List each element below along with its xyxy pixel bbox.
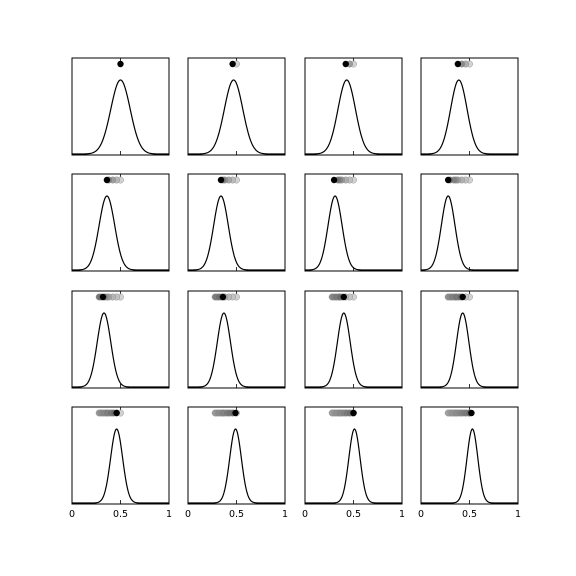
subplot-frame	[71, 290, 170, 389]
density-curve	[72, 79, 169, 155]
x-tick-label-0: 0	[418, 509, 424, 520]
subplot-frame	[187, 290, 286, 389]
subplot-12	[420, 290, 519, 389]
subplot-frame	[304, 290, 403, 389]
density-curve	[305, 79, 402, 155]
density-curve	[305, 312, 402, 388]
subplot-14: 0 0.5 1	[185, 406, 288, 520]
density-curve	[188, 195, 285, 271]
subplot-frame	[304, 173, 403, 272]
subplot-frame	[420, 290, 519, 389]
subplot-frame	[420, 57, 519, 156]
density-curve	[421, 79, 518, 155]
subplot-frame	[71, 57, 170, 156]
current-sample-point	[342, 60, 349, 68]
subplot-5	[71, 173, 170, 272]
x-tick-label-0: 0	[302, 509, 308, 520]
x-tick-label-0: 0	[185, 509, 191, 520]
subplot-3	[304, 57, 403, 156]
x-tick-label-2: 1	[515, 509, 521, 520]
current-sample-point	[229, 60, 236, 68]
subplot-10	[187, 290, 286, 389]
density-curve	[188, 428, 285, 504]
subplot-13: 0 0.5 1	[69, 406, 172, 520]
subplot-2	[187, 57, 286, 156]
density-curve	[72, 312, 169, 388]
current-sample-point	[468, 409, 475, 417]
current-sample-point	[454, 60, 462, 68]
current-sample-point	[444, 176, 452, 184]
current-sample-point	[217, 176, 225, 184]
current-sample-point	[113, 409, 120, 417]
x-tick-label-1: 0.5	[113, 509, 128, 520]
subplot-11	[304, 290, 403, 389]
subplot-frame	[304, 57, 403, 156]
x-tick-label-2: 1	[399, 509, 405, 520]
density-curve	[420, 195, 518, 271]
current-sample-point	[117, 60, 124, 68]
density-curve	[188, 312, 285, 388]
subplot-frame	[304, 406, 403, 505]
subplot-9	[71, 290, 170, 389]
subplot-8	[420, 173, 519, 272]
subplot-frame	[420, 406, 519, 505]
x-tick-label-0: 0	[69, 509, 75, 520]
subplot-frame	[420, 173, 519, 272]
current-sample-point	[232, 409, 239, 417]
subplot-frame	[187, 406, 286, 505]
subplot-4	[420, 57, 519, 156]
current-sample-point	[459, 293, 466, 301]
subplot-15: 0 0.5 1	[302, 406, 405, 520]
density-curve	[72, 428, 169, 504]
x-tick-label-2: 1	[166, 509, 172, 520]
density-curve	[421, 428, 518, 504]
x-tick-label-1: 0.5	[229, 509, 244, 520]
current-sample-point	[330, 176, 338, 184]
subplot-7	[304, 173, 403, 272]
subplot-frame	[187, 57, 286, 156]
current-sample-point	[103, 176, 111, 184]
subplot-1	[71, 57, 170, 156]
current-sample-point	[219, 293, 227, 301]
subplot-6	[187, 173, 286, 272]
density-curve	[72, 195, 169, 271]
current-sample-point	[99, 293, 107, 301]
subplot-frame	[71, 173, 170, 272]
current-sample-point	[350, 409, 357, 417]
density-curve	[305, 428, 402, 504]
density-curve	[305, 195, 402, 271]
density-curve	[421, 312, 518, 388]
subplot-frame	[71, 406, 170, 505]
subplot-frame	[187, 173, 286, 272]
x-tick-label-1: 0.5	[346, 509, 361, 520]
x-tick-label-2: 1	[282, 509, 288, 520]
subplot-16: 0 0.5 1	[418, 406, 521, 520]
density-curve	[188, 79, 285, 155]
x-tick-label-1: 0.5	[462, 509, 477, 520]
current-sample-point	[340, 293, 347, 301]
